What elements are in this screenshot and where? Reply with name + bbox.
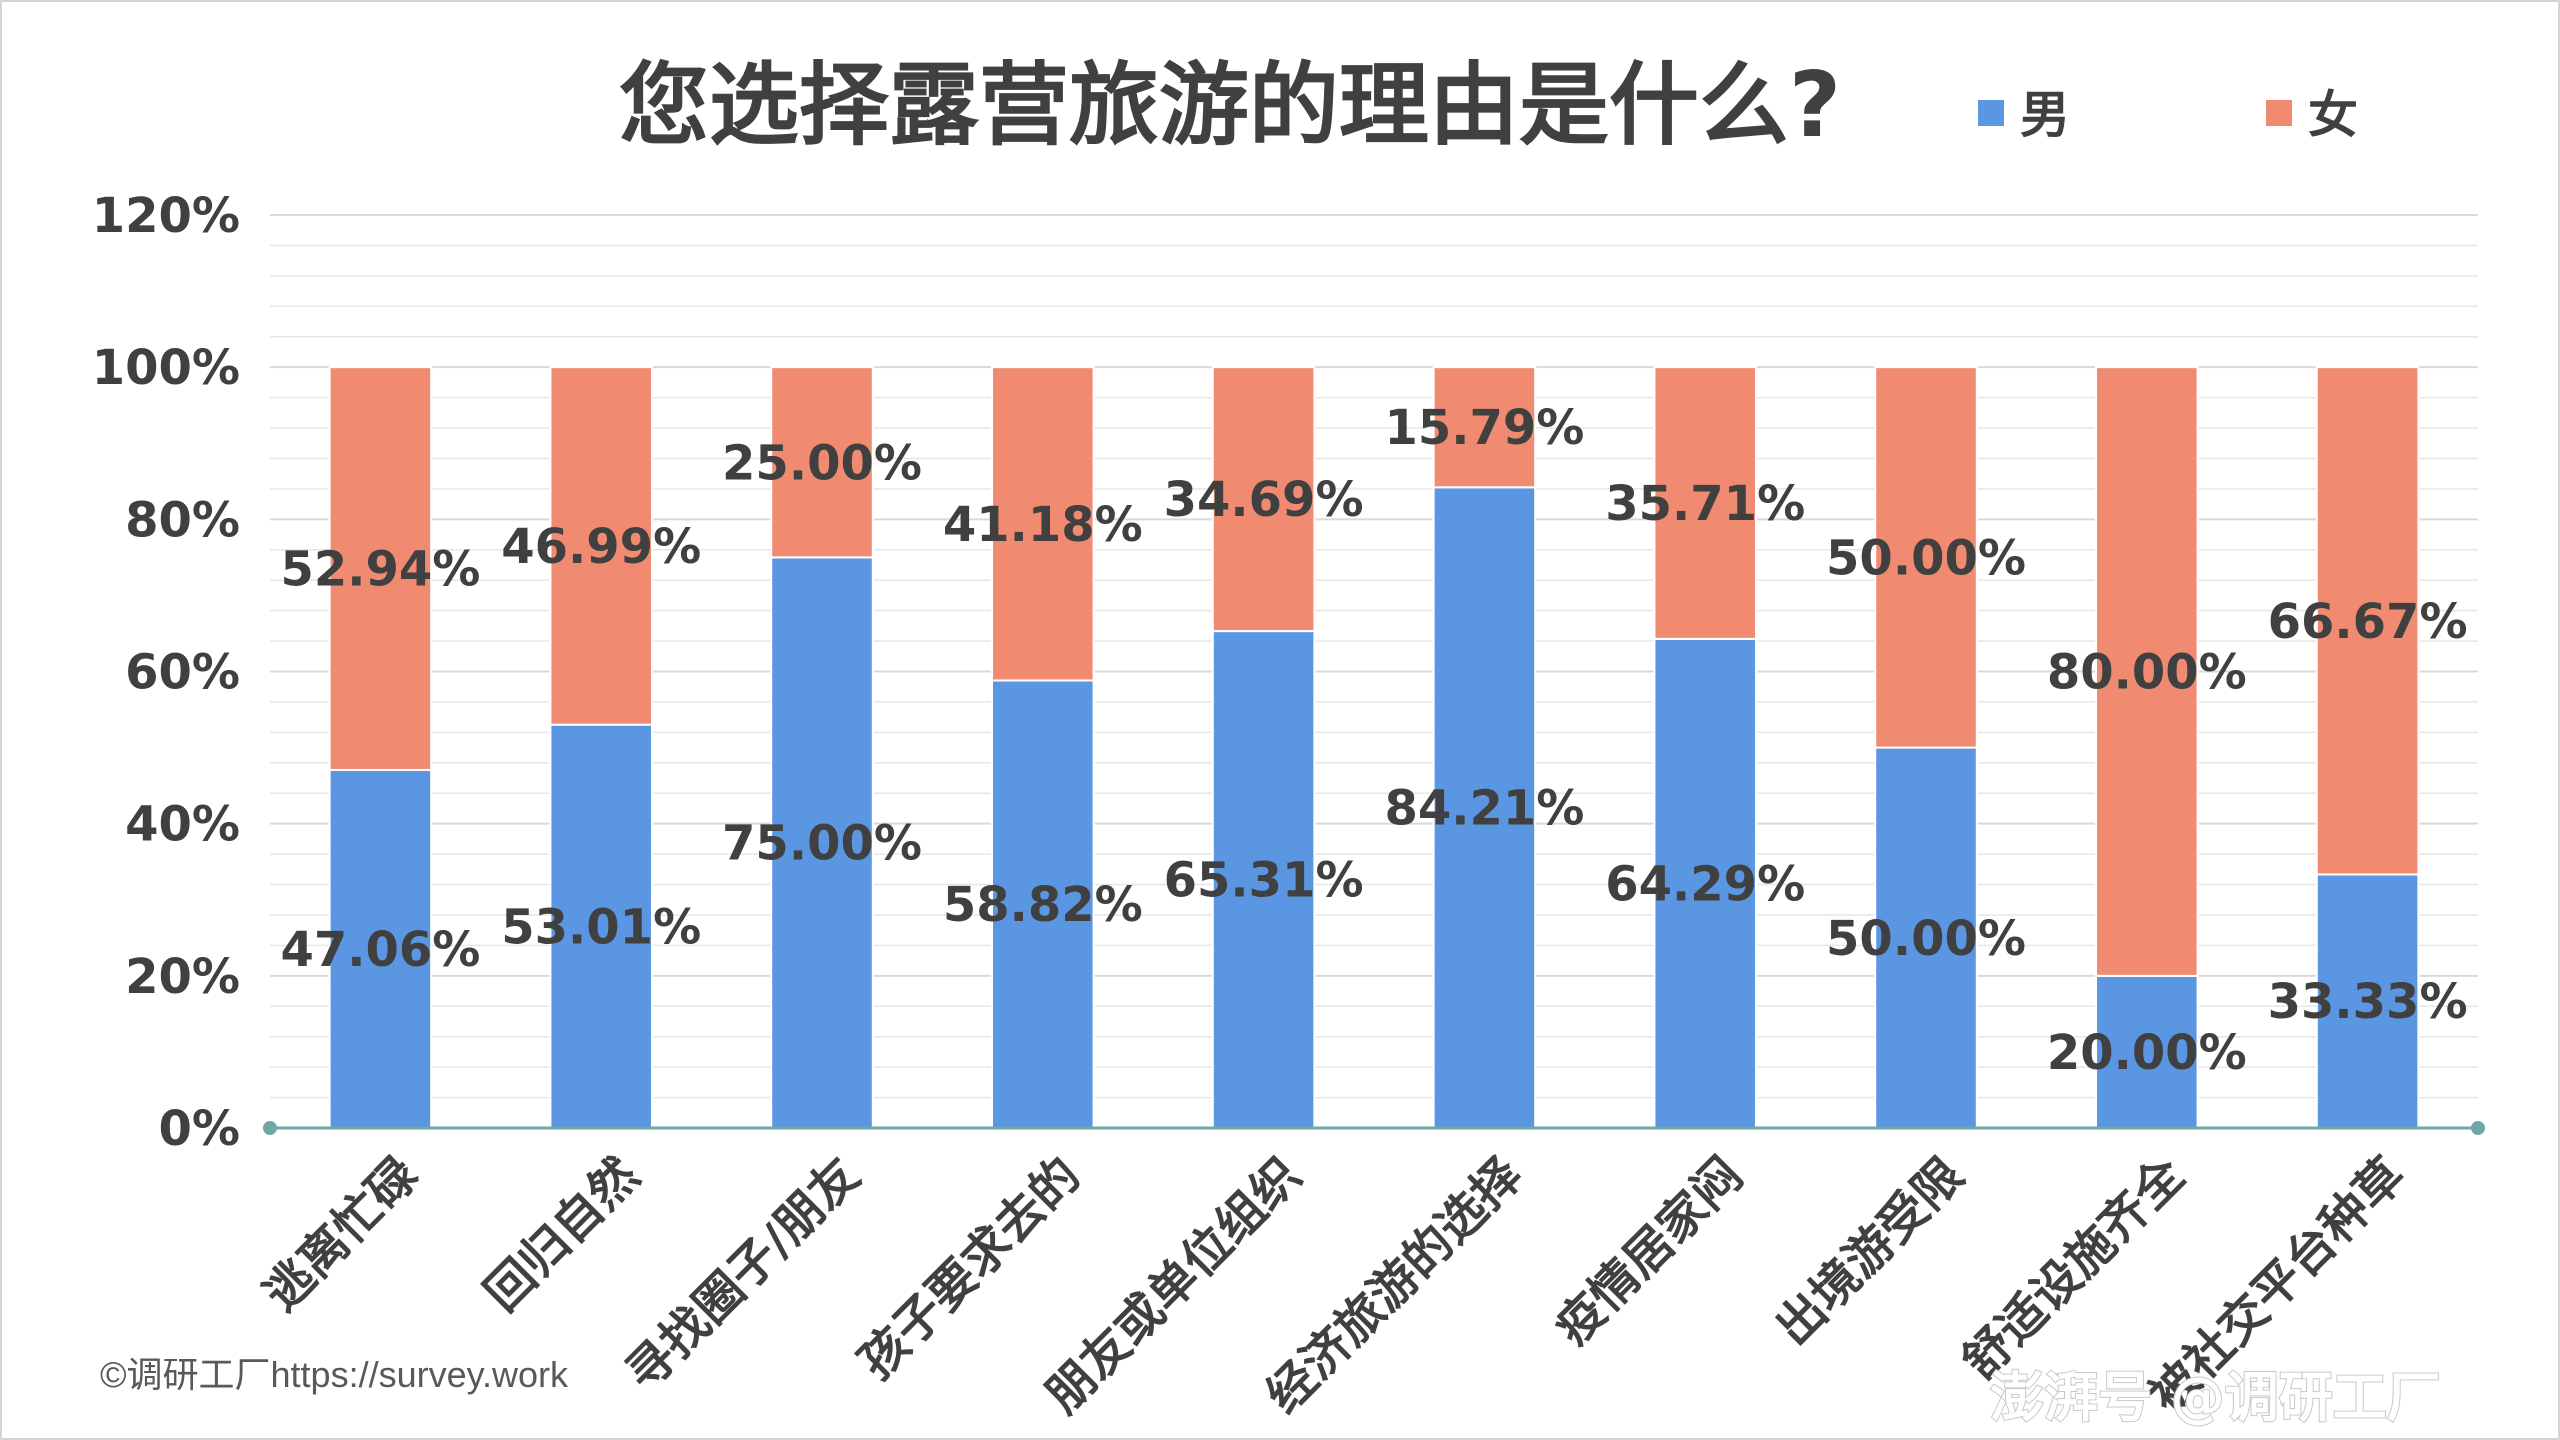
x-tick-label: 孩子要求去的 [848,1147,1091,1390]
y-axis: 0% 20% 40% 60% 80% 100% 120% [92,188,240,1157]
bar-segment-female [2095,366,2199,977]
bar-segment-female [1653,366,1757,640]
legend-label-female: 女 [2308,86,2358,144]
data-label-male: 64.29% [1605,856,1805,912]
bars [328,366,2420,1129]
bar-segment-female [549,366,653,726]
bar-segment-male [2315,873,2420,1129]
y-tick-label: 40% [125,797,240,853]
data-label-female: 41.18% [943,497,1143,553]
x-axis-end-marker [2471,1121,2485,1135]
data-labels: 47.06% 52.94% 53.01% 46.99% 75.00% 25.00% 58.8… [280,400,2467,1081]
bar-segment-female [770,366,874,559]
x-tick-label: 寻找圈子/朋友 [615,1147,871,1403]
source-credit: ©调研工厂https://survey.work [100,1354,569,1395]
x-axis-start-marker [263,1121,277,1135]
x-tick-label: 回归自然 [474,1147,649,1322]
y-tick-label: 100% [92,340,240,396]
bar-segment-female [328,366,433,771]
data-label-female: 52.94% [280,542,480,598]
chart-title: 您选择露营旅游的理由是什么? [619,53,1841,158]
legend: 男 女 [1978,86,2358,144]
data-label-male: 58.82% [943,877,1143,933]
bar-segment-female [1874,366,1978,749]
data-label-male: 53.01% [501,899,701,955]
data-label-female: 25.00% [722,435,922,491]
legend-swatch-female [2266,100,2292,126]
bar-segment-male [1874,746,1978,1129]
bar-segment-female [2315,366,2420,876]
bar-segment-female [991,366,1095,682]
data-label-male: 50.00% [1826,911,2026,967]
y-tick-label: 20% [125,949,240,1005]
bar-segment-male [770,556,874,1129]
bar-segment-female [1211,366,1316,633]
y-tick-label: 60% [125,645,240,701]
data-label-male: 75.00% [722,816,922,872]
bar-segment-male [991,679,1095,1129]
y-tick-label: 0% [159,1101,241,1157]
legend-swatch-male [1978,100,2004,126]
y-tick-label: 120% [92,188,240,244]
bar-segment-male [1432,486,1537,1129]
data-label-male: 47.06% [280,922,480,978]
data-label-female: 35.71% [1605,476,1805,532]
data-label-male: 33.33% [2268,974,2468,1030]
data-label-female: 66.67% [2268,594,2468,650]
data-label-female: 15.79% [1384,400,1584,456]
x-tick-label: 疫情居家闷 [1544,1147,1753,1356]
data-label-female: 50.00% [1826,530,2026,586]
bar-segment-female [1432,366,1537,489]
x-tick-label: 舒适设施齐全 [1952,1146,2196,1390]
bar-segment-male [549,723,653,1129]
data-label-female: 80.00% [2047,645,2247,701]
legend-label-male: 男 [2020,86,2070,144]
data-label-male: 20.00% [2047,1025,2247,1081]
watermark: 澎湃号 @调研工厂 [1990,1366,2441,1429]
y-tick-label: 80% [125,492,240,548]
data-label-male: 65.31% [1164,853,1364,909]
x-tick-label: 逃离忙碌 [254,1146,430,1322]
x-tick-label: 出境游受限 [1765,1147,1974,1356]
data-label-female: 46.99% [501,519,701,575]
bar-segment-male [328,768,433,1129]
data-label-male: 84.21% [1384,781,1584,837]
data-label-female: 34.69% [1164,472,1364,528]
